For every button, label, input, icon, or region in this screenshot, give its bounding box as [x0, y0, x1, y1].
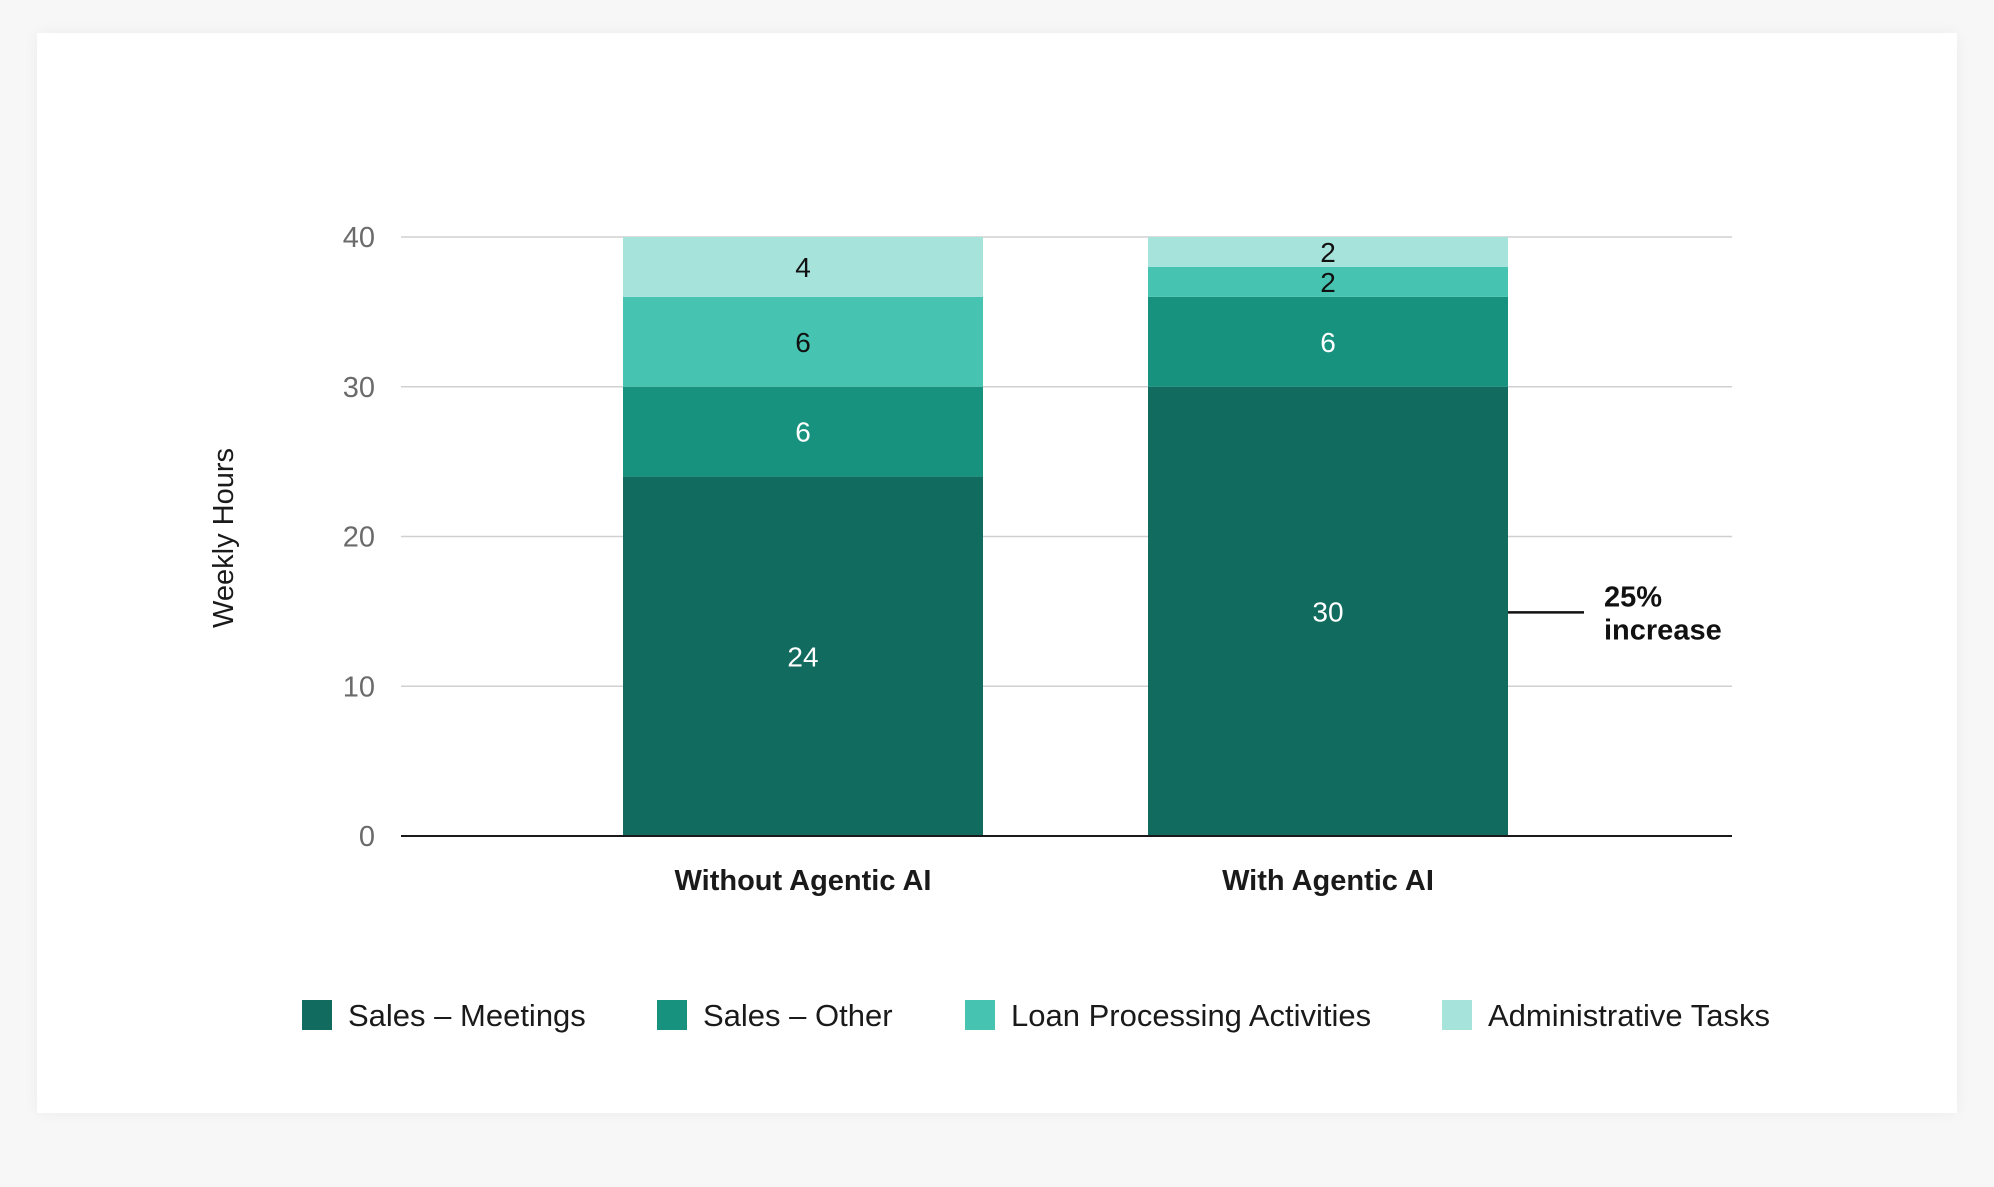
legend-swatch	[1442, 1000, 1472, 1030]
bar-segment	[623, 296, 983, 387]
x-category-label: Without Agentic AI	[675, 865, 932, 897]
y-axis-title: Weekly Hours	[208, 448, 240, 628]
legend-label: Loan Processing Activities	[1011, 998, 1371, 1033]
segment-labels: 24 6 6 4 30 6 22	[787, 237, 1343, 672]
legend-label: Sales – Other	[703, 998, 893, 1033]
y-tick-label: 20	[343, 522, 375, 554]
legend-label: Administrative Tasks	[1488, 998, 1770, 1033]
y-axis-ticks: 0 10 20 30 40	[343, 222, 375, 853]
bar-segment	[1148, 266, 1508, 297]
bar-segment	[623, 476, 983, 836]
increase-annotation: 25% increase	[1508, 581, 1722, 646]
y-tick-label: 0	[359, 821, 375, 853]
y-tick-label: 10	[343, 671, 375, 703]
annotation-text: increase	[1604, 614, 1722, 646]
bar-segment	[623, 386, 983, 477]
bar-segment	[1148, 296, 1508, 387]
legend-swatch	[657, 1000, 687, 1030]
data-label: 2	[1320, 237, 1336, 268]
annotation-percent: 25%	[1604, 581, 1662, 613]
data-label: 30	[1312, 596, 1343, 627]
data-label: 4	[795, 252, 811, 283]
data-label: 2	[1320, 267, 1336, 298]
data-label: 6	[795, 327, 811, 358]
chart-card: 0 10 20 30 40 24 6 6 4 30 6 2 2 Without Agentic AI W…	[37, 33, 1957, 1113]
y-tick-label: 30	[343, 372, 375, 404]
data-label: 6	[1320, 327, 1336, 358]
legend-label: Sales – Meetings	[348, 998, 586, 1033]
bar-segment	[1148, 237, 1508, 267]
data-label: 24	[787, 641, 818, 672]
gridlines	[401, 236, 1732, 687]
x-category-label: With Agentic AI	[1222, 865, 1434, 897]
bars	[623, 237, 1508, 836]
x-axis-categories: Without Agentic AI With Agentic AI	[675, 865, 1434, 897]
bar-segment	[623, 237, 983, 297]
data-label: 6	[795, 417, 811, 448]
legend-swatch	[302, 1000, 332, 1030]
y-tick-label: 40	[343, 222, 375, 254]
bar-segment	[1148, 386, 1508, 836]
legend-swatch	[965, 1000, 995, 1030]
legend: Sales – Meetings Sales – Other Loan Proces…	[302, 998, 1770, 1033]
